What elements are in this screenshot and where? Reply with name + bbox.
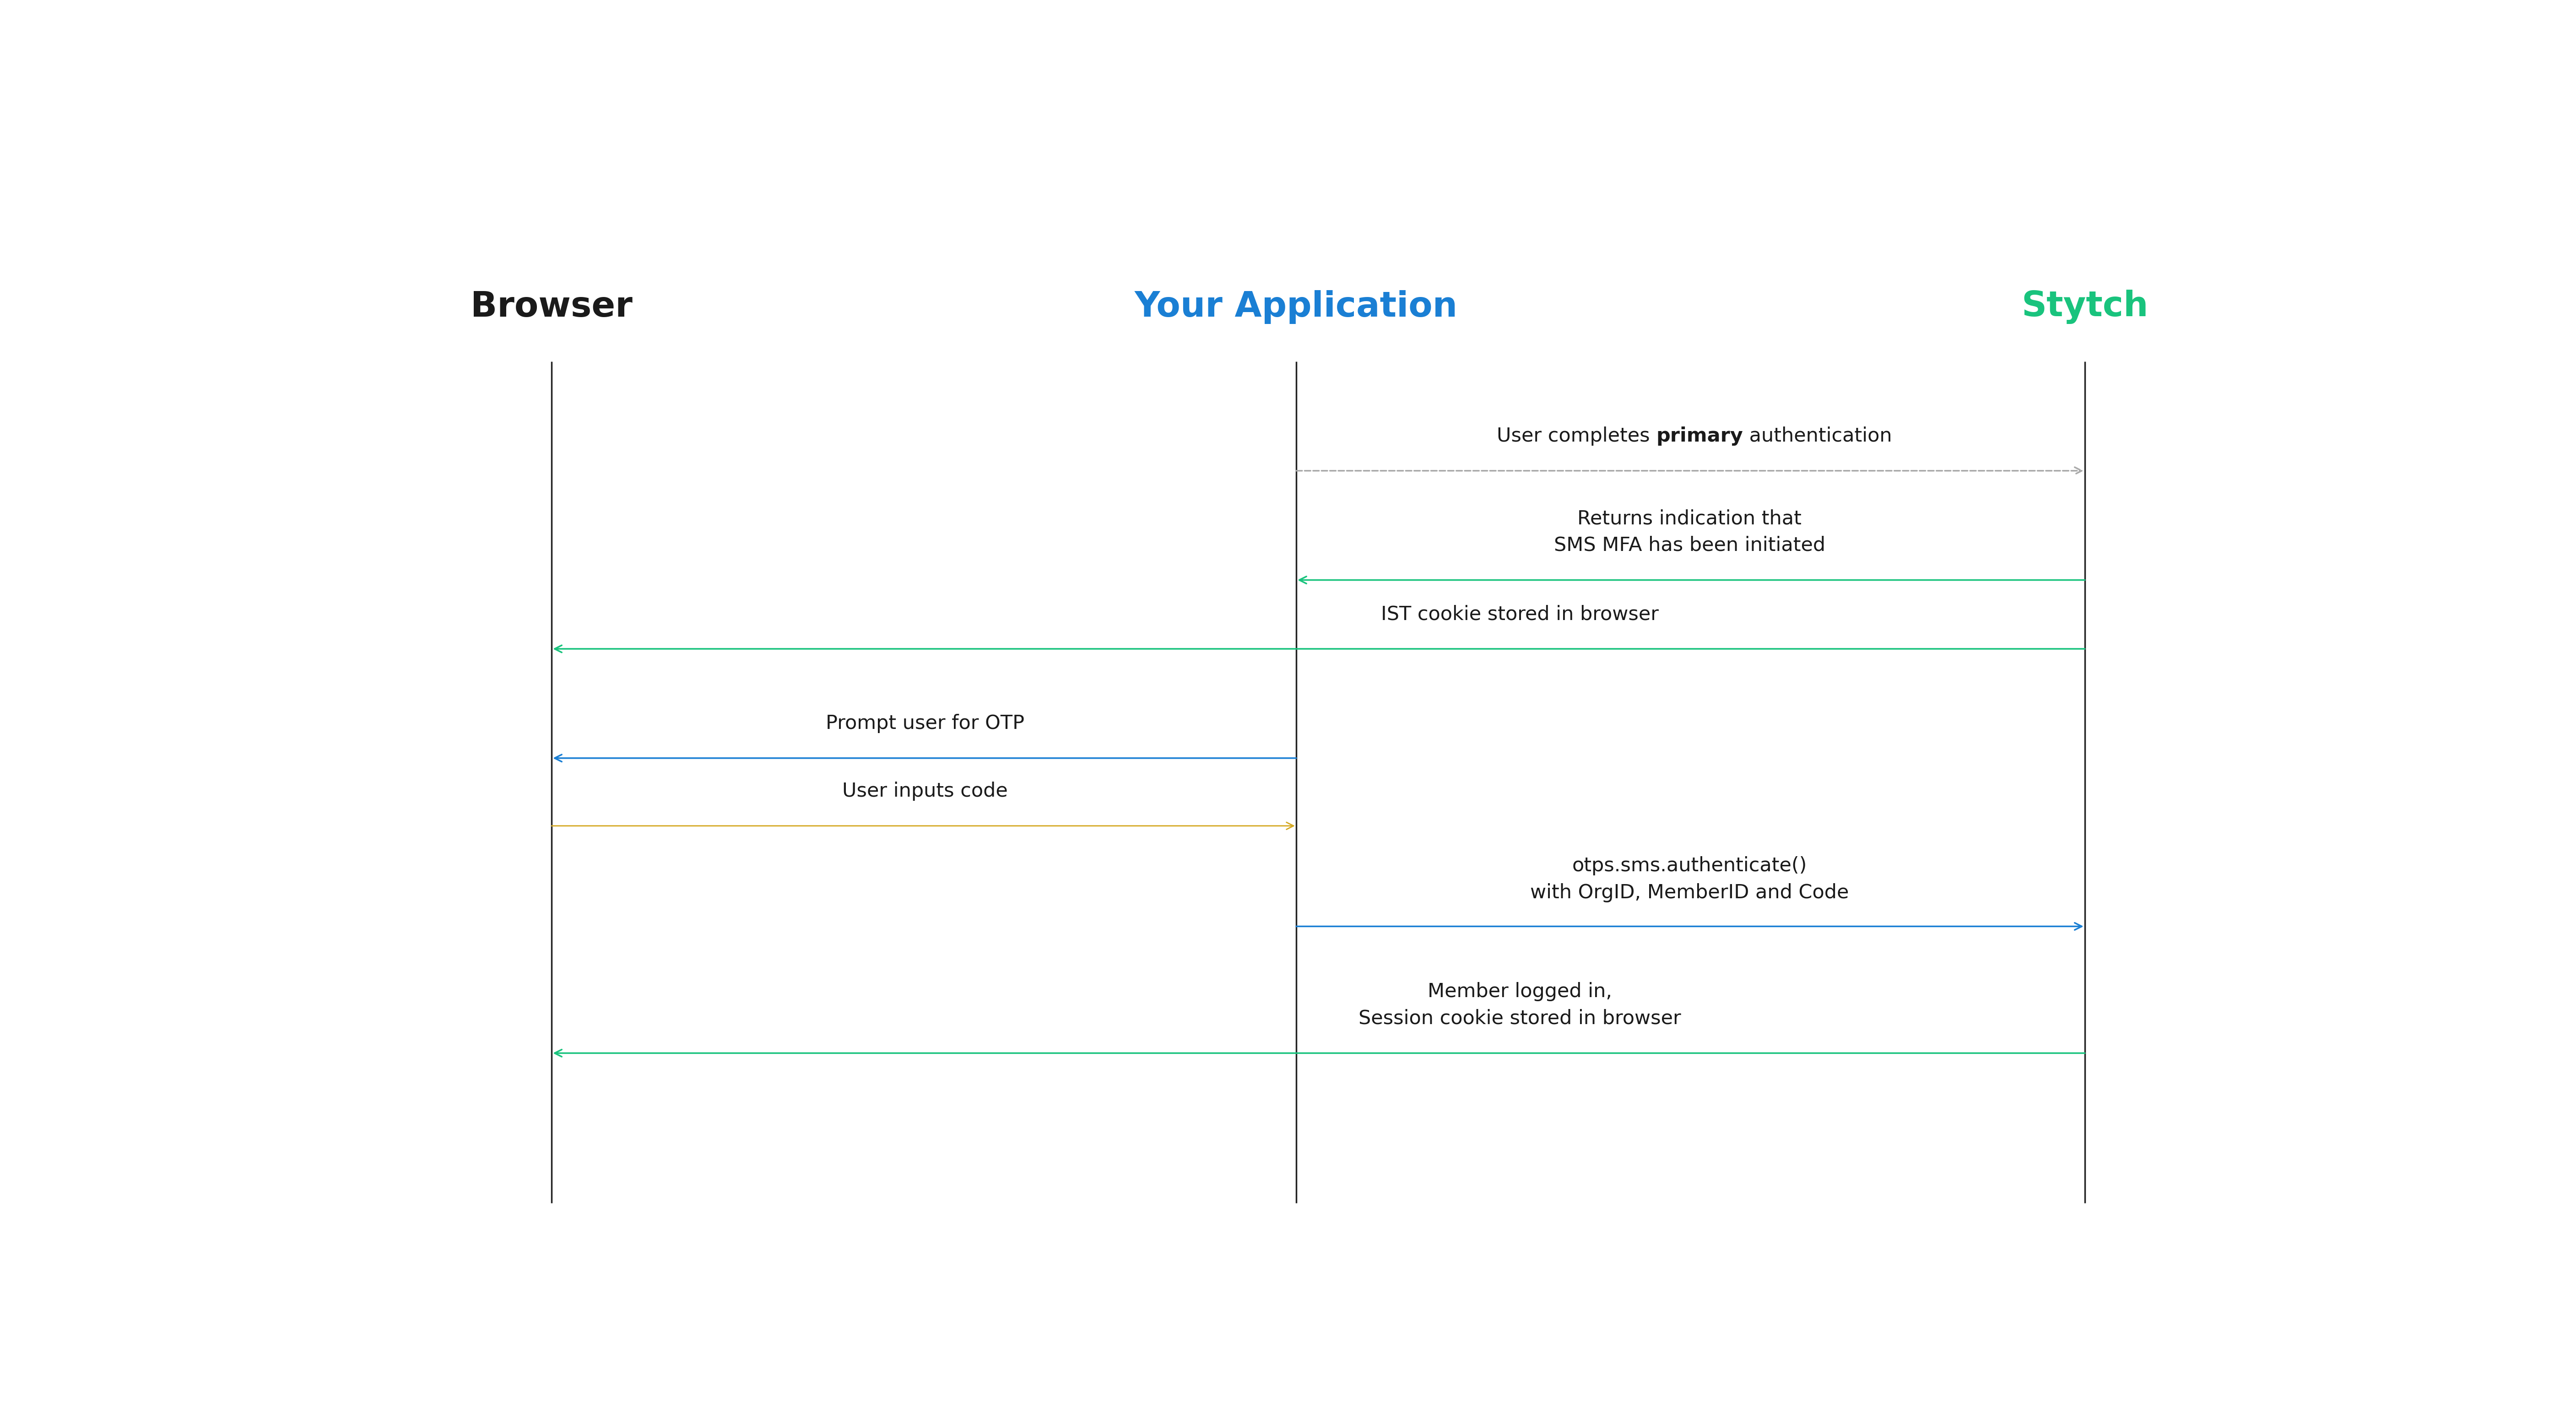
Text: primary: primary: [1656, 426, 1744, 446]
Text: otps.sms.authenticate()
with OrgID, MemberID and Code: otps.sms.authenticate() with OrgID, Memb…: [1530, 856, 1850, 902]
Text: IST cookie stored in browser: IST cookie stored in browser: [1381, 604, 1659, 624]
Text: Stytch: Stytch: [2022, 289, 2148, 324]
Text: Browser: Browser: [471, 289, 634, 324]
Text: authentication: authentication: [1744, 426, 1893, 446]
Text: Your Application: Your Application: [1133, 289, 1458, 324]
Text: User completes: User completes: [1497, 426, 1656, 446]
Text: User inputs code: User inputs code: [842, 782, 1007, 800]
Text: Prompt user for OTP: Prompt user for OTP: [824, 714, 1025, 734]
Text: Member logged in,
Session cookie stored in browser: Member logged in, Session cookie stored …: [1358, 982, 1682, 1027]
Text: Returns indication that
SMS MFA has been initiated: Returns indication that SMS MFA has been…: [1553, 509, 1826, 555]
